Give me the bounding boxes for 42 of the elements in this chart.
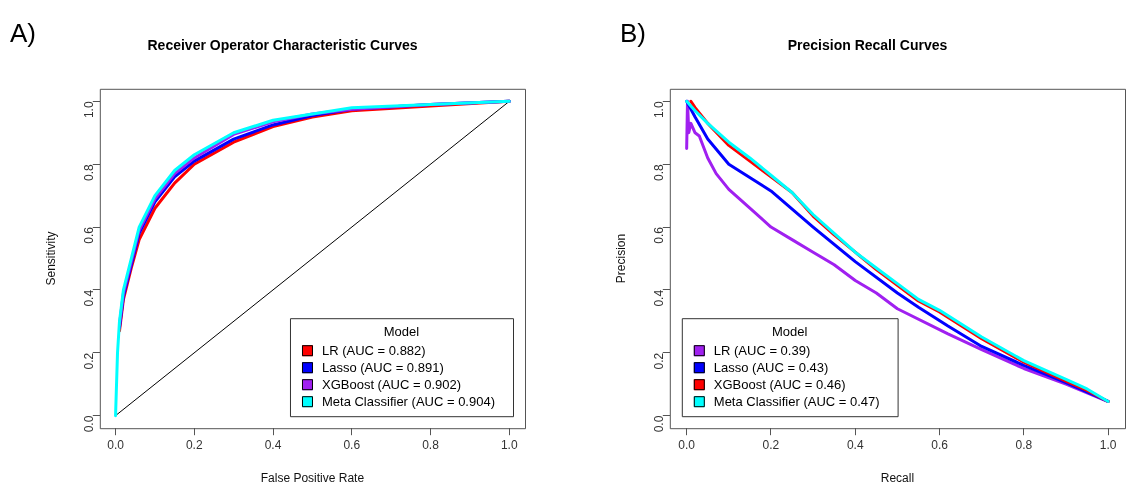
y-tick-label: 1.0 bbox=[652, 101, 667, 119]
legend-label: XGBoost (AUC = 0.46) bbox=[713, 376, 846, 392]
y-tick-label: 0.0 bbox=[82, 415, 97, 433]
y-axis-title: Sensitivity bbox=[43, 231, 58, 286]
x-tick-label: 1.0 bbox=[500, 437, 518, 452]
text: B) bbox=[620, 18, 646, 49]
x-tick-label: 0.8 bbox=[1015, 437, 1033, 452]
y-tick-label: 0.0 bbox=[652, 415, 667, 433]
x-tick-label: 0.8 bbox=[422, 437, 440, 452]
x-tick-label: 0.4 bbox=[264, 437, 282, 452]
chart-title: Receiver Operator Characteristic Curves bbox=[147, 37, 418, 54]
y-tick-label: 0.6 bbox=[82, 226, 97, 244]
legend-label: Meta Classifier (AUC = 0.904) bbox=[321, 393, 495, 409]
y-tick-label: 0.4 bbox=[82, 289, 97, 307]
legend-label: XGBoost (AUC = 0.902) bbox=[321, 376, 462, 392]
legend-label: LR (AUC = 0.882) bbox=[321, 342, 426, 358]
x-tick-label: 0.6 bbox=[931, 437, 949, 452]
legend-label: Meta Classifier (AUC = 0.47) bbox=[713, 393, 880, 409]
y-tick-label: 0.4 bbox=[652, 289, 667, 307]
legend-title: Model bbox=[771, 323, 808, 339]
x-axis-title: False Positive Rate bbox=[260, 471, 365, 486]
y-tick-label: 0.8 bbox=[652, 163, 667, 181]
y-tick-label: 0.6 bbox=[652, 226, 667, 244]
x-tick-label: 0.4 bbox=[846, 437, 864, 452]
y-tick-label: 1.0 bbox=[82, 101, 97, 119]
text: A) bbox=[10, 18, 36, 49]
x-tick-label: 0.2 bbox=[185, 437, 203, 452]
x-tick-label: 0.0 bbox=[678, 437, 696, 452]
x-axis-title: Recall bbox=[880, 471, 915, 486]
legend-label: Lasso (AUC = 0.891) bbox=[321, 359, 444, 375]
legend-title: Model bbox=[383, 323, 420, 339]
legend-label: LR (AUC = 0.39) bbox=[713, 342, 811, 358]
x-tick-label: 1.0 bbox=[1099, 437, 1117, 452]
y-tick-label: 0.2 bbox=[652, 352, 667, 370]
x-tick-label: 0.6 bbox=[343, 437, 361, 452]
x-tick-label: 0.2 bbox=[762, 437, 780, 452]
legend-label: Lasso (AUC = 0.43) bbox=[713, 359, 829, 375]
y-tick-label: 0.8 bbox=[82, 163, 97, 181]
y-tick-label: 0.2 bbox=[82, 352, 97, 370]
y-axis-title: Precision bbox=[613, 233, 628, 284]
chart-title: Precision Recall Curves bbox=[787, 37, 948, 54]
x-tick-label: 0.0 bbox=[107, 437, 125, 452]
